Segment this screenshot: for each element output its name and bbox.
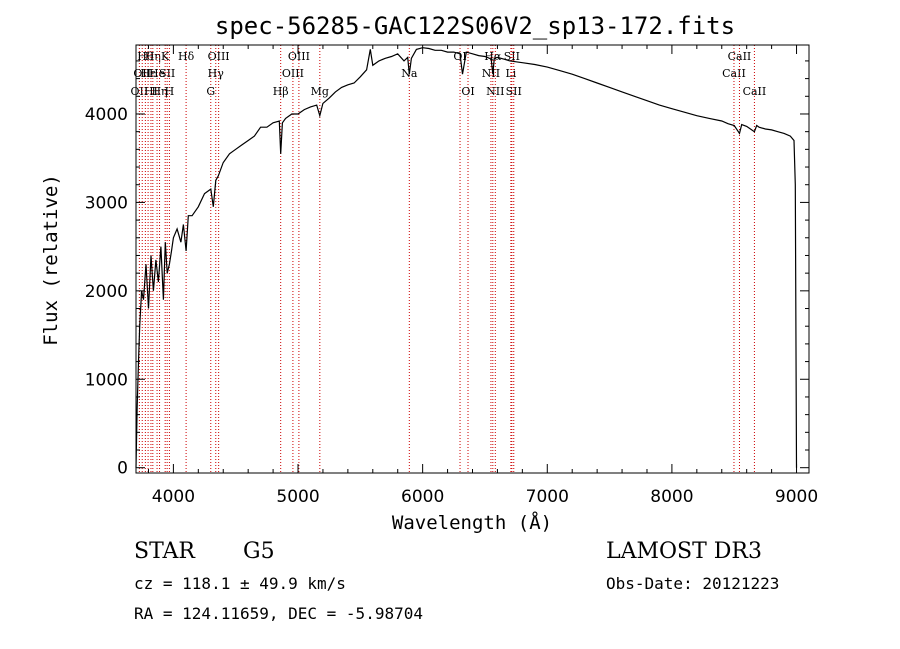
marker-label: Hη [145,50,161,63]
marker-label: CaII [722,67,746,80]
marker-label: OIII [288,50,310,63]
y-axis-label: Flux (relative) [40,174,62,346]
marker-label: OII [131,85,149,98]
plot-frame [135,44,810,474]
observation-date: Obs-Date: 20121223 [606,574,780,593]
marker-label: H [165,85,175,98]
marker-label: Hα [484,50,502,63]
marker-label: NII [486,85,504,98]
marker-label: SII [159,67,175,80]
chart-title: spec-56285-GAC122S06V2_sp13-172.fits [215,12,735,40]
coordinates: RA = 124.11659, DEC = -5.98704 [134,604,423,623]
marker-label: G [206,85,215,98]
spectrum-series [135,47,798,468]
x-axis: 4000 5000 6000 7000 8000 9000 [147,45,818,507]
marker-label: SII [506,85,522,98]
marker-label: Mg [311,85,329,98]
marker-label: Hθ [137,50,154,63]
emission-line-markers: OIIOIIHθHεHIHηHeHηKSIIHHδGHγOIIIHβOIIIOI… [131,45,767,473]
survey-name: LAMOST DR3 [606,539,762,564]
y-tick-label: 1000 [85,370,128,390]
x-tick-label: 9000 [775,487,818,507]
marker-label: NII [482,67,500,80]
marker-label: CaII [728,50,752,63]
marker-label: CaII [743,85,767,98]
marker-label: Li [505,67,516,80]
redshift-cz: cz = 118.1 ± 49.9 km/s [134,574,346,593]
object-subclass: G5 [243,539,275,564]
x-tick-label: 7000 [526,487,569,507]
x-tick-label: 4000 [152,487,195,507]
y-tick-label: 4000 [85,105,128,125]
y-axis: 0 1000 2000 3000 4000 [85,60,809,479]
marker-label: OII [133,67,151,80]
marker-label: HI [144,85,158,98]
marker-label: K [161,50,170,63]
x-axis-label: Wavelength (Å) [392,511,552,534]
marker-label: Hη [151,85,167,98]
marker-label: OIII [208,50,230,63]
x-tick-label: 8000 [650,487,693,507]
marker-label: OI [461,85,474,98]
y-tick-label: 0 [117,459,128,479]
x-tick-label: 6000 [401,487,444,507]
y-tick-label: 2000 [85,282,128,302]
marker-label: Hδ [178,50,195,63]
y-tick-label: 3000 [85,193,128,213]
marker-label: Hγ [208,67,225,80]
object-type: STAR [134,539,195,564]
marker-label: He [149,67,165,80]
marker-label: Hβ [273,85,289,98]
marker-label: Hε [140,67,156,80]
spectrum-line [135,47,798,468]
x-tick-label: 5000 [276,487,319,507]
marker-label: OIII [282,67,304,80]
